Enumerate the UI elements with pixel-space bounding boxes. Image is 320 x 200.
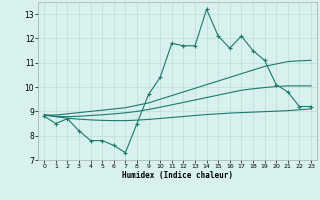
X-axis label: Humidex (Indice chaleur): Humidex (Indice chaleur) <box>122 171 233 180</box>
